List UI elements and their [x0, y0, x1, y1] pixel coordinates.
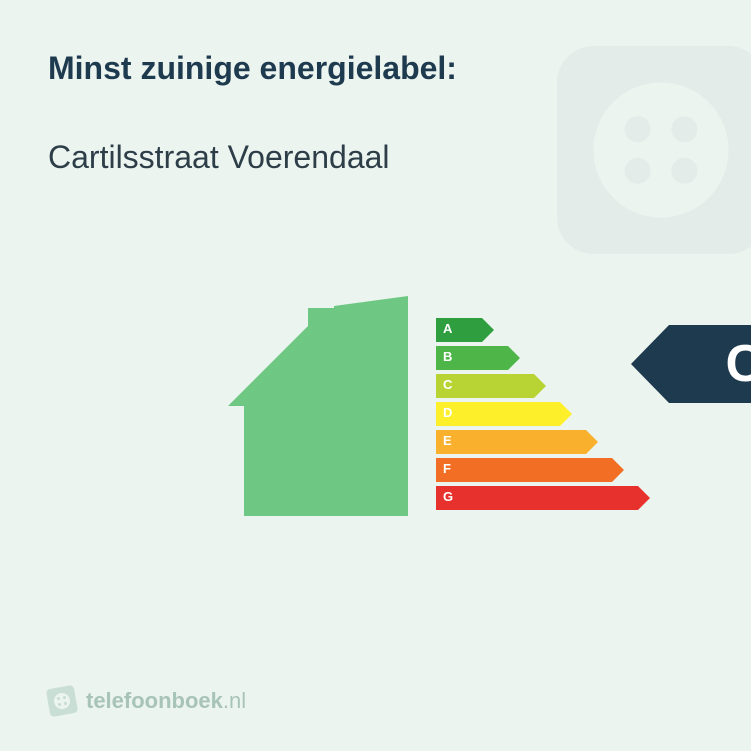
- footer: telefoonboek.nl: [48, 687, 246, 715]
- footer-logo-icon: [46, 685, 78, 717]
- rating-tag-arrow: [631, 325, 669, 403]
- bar-arrow-icon: [586, 430, 598, 454]
- bar-body: D: [436, 402, 560, 426]
- bar-arrow-icon: [534, 374, 546, 398]
- rating-letter: C: [725, 334, 751, 394]
- energy-bar-b: B: [436, 346, 638, 370]
- house-icon: [218, 296, 408, 516]
- bar-label: F: [443, 461, 451, 476]
- footer-text: telefoonboek.nl: [86, 688, 246, 714]
- bar-label: A: [443, 321, 452, 336]
- rating-tag: C: [669, 325, 751, 403]
- energy-bar-g: G: [436, 486, 638, 510]
- bar-body: A: [436, 318, 482, 342]
- bar-label: E: [443, 433, 452, 448]
- footer-brand-bold: telefoonboek: [86, 688, 223, 713]
- bar-label: B: [443, 349, 452, 364]
- bar-arrow-icon: [638, 486, 650, 510]
- bar-arrow-icon: [560, 402, 572, 426]
- bar-arrow-icon: [612, 458, 624, 482]
- bar-label: D: [443, 405, 452, 420]
- energy-label-card: Minst zuinige energielabel: Cartilsstraa…: [0, 0, 751, 751]
- bar-arrow-icon: [482, 318, 494, 342]
- energy-diagram: ABCDEFG: [48, 256, 703, 516]
- bar-arrow-icon: [508, 346, 520, 370]
- footer-brand-tld: .nl: [223, 688, 246, 713]
- bar-body: C: [436, 374, 534, 398]
- energy-bar-a: A: [436, 318, 638, 342]
- bar-body: F: [436, 458, 612, 482]
- energy-bar-f: F: [436, 458, 638, 482]
- bar-body: B: [436, 346, 508, 370]
- card-subtitle: Cartilsstraat Voerendaal: [48, 139, 703, 176]
- bar-body: G: [436, 486, 638, 510]
- bar-label: G: [443, 489, 453, 504]
- energy-bar-e: E: [436, 430, 638, 454]
- card-title: Minst zuinige energielabel:: [48, 50, 703, 87]
- energy-bar-d: D: [436, 402, 638, 426]
- bar-label: C: [443, 377, 452, 392]
- energy-bars: ABCDEFG: [436, 318, 638, 510]
- energy-bar-c: C: [436, 374, 638, 398]
- bar-body: E: [436, 430, 586, 454]
